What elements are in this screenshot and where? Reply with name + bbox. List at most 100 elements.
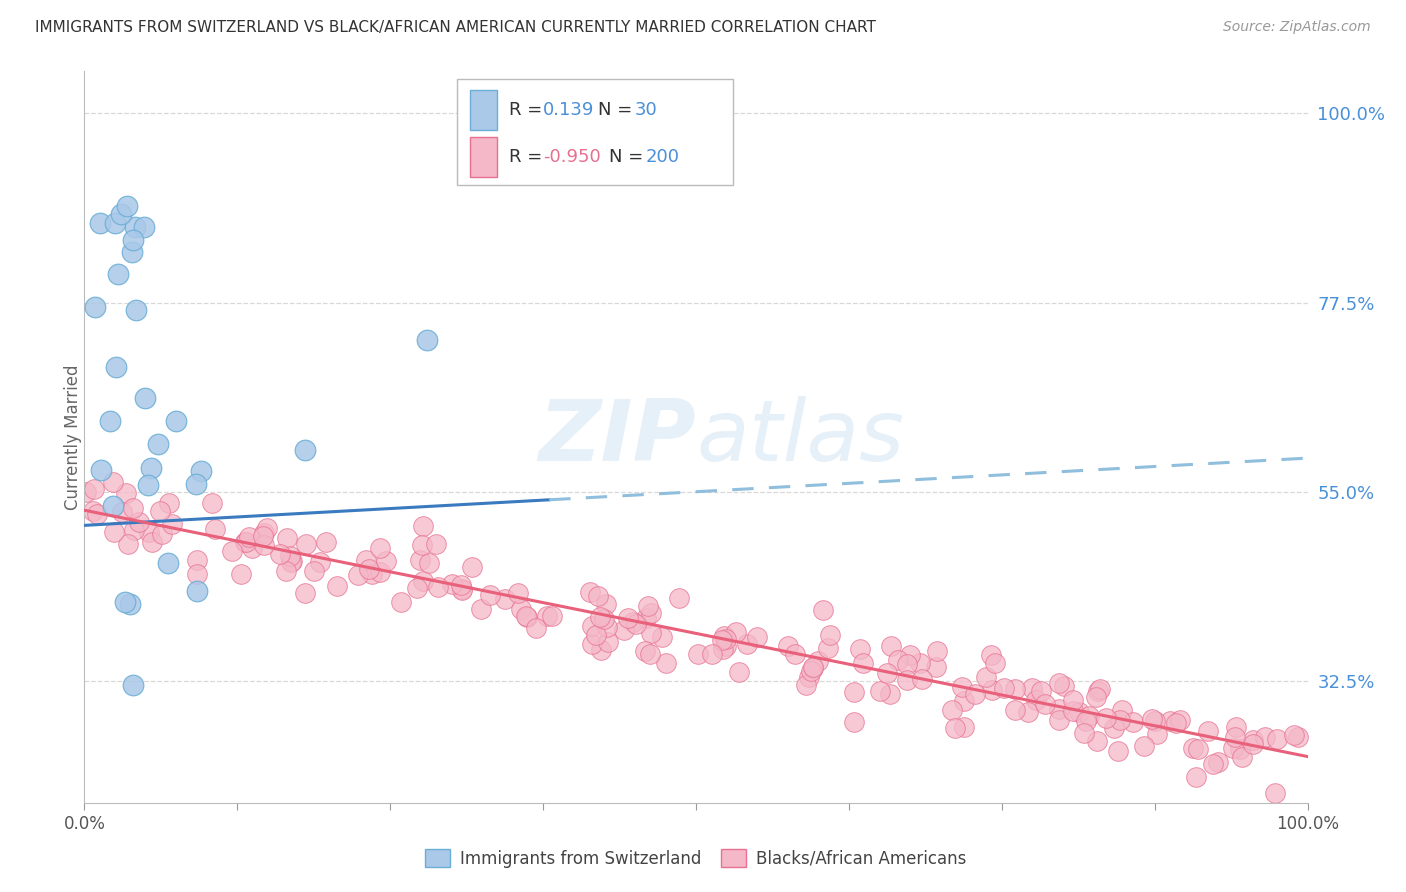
Point [1168, 713, 1191, 727]
Text: ZIP: ZIP [538, 395, 696, 479]
Point [121, 501, 143, 516]
Text: 0.139: 0.139 [543, 101, 595, 119]
Text: atlas: atlas [696, 395, 904, 479]
Point [368, 566, 391, 580]
Point [1021, 681, 1043, 695]
Point [634, 611, 657, 625]
Point [294, 585, 316, 599]
Point [103, 525, 125, 540]
Point [122, 233, 145, 247]
Text: N =: N = [598, 101, 638, 119]
Point [1140, 713, 1163, 727]
Point [125, 302, 148, 317]
Point [409, 553, 432, 567]
Text: 30: 30 [636, 101, 658, 119]
Point [941, 703, 963, 717]
Point [1090, 682, 1112, 697]
Point [688, 647, 710, 661]
Point [184, 476, 207, 491]
Point [1144, 714, 1167, 728]
Point [640, 607, 662, 621]
Point [1254, 730, 1277, 744]
Text: N =: N = [609, 148, 650, 166]
Point [315, 535, 337, 549]
Point [221, 544, 243, 558]
Point [953, 720, 976, 734]
Point [1095, 711, 1118, 725]
Point [849, 642, 872, 657]
Point [727, 665, 749, 680]
Point [980, 682, 1002, 697]
Point [1230, 750, 1253, 764]
Point [149, 504, 172, 518]
Point [98, 414, 121, 428]
Point [621, 615, 644, 629]
Point [186, 552, 208, 566]
Point [1085, 690, 1108, 704]
Text: R =: R = [509, 101, 548, 119]
Point [668, 591, 690, 605]
Point [536, 609, 558, 624]
Point [440, 576, 463, 591]
Point [1047, 713, 1070, 727]
Point [984, 656, 1007, 670]
Point [294, 442, 316, 457]
Point [1288, 731, 1310, 745]
Point [710, 632, 733, 647]
Point [911, 672, 934, 686]
Point [879, 687, 901, 701]
Point [896, 657, 918, 672]
Point [253, 525, 276, 540]
Point [943, 721, 966, 735]
Point [84, 300, 107, 314]
Point [898, 648, 921, 662]
Point [1282, 728, 1305, 742]
Point [1017, 706, 1039, 720]
Point [651, 630, 673, 644]
Point [713, 629, 735, 643]
Point [716, 632, 738, 647]
Point [280, 554, 302, 568]
Point [589, 642, 612, 657]
Point [295, 537, 318, 551]
Point [347, 568, 370, 582]
Point [596, 619, 619, 633]
Point [138, 477, 160, 491]
Point [124, 219, 146, 234]
Point [801, 661, 824, 675]
Point [165, 414, 187, 428]
Point [887, 653, 910, 667]
Point [101, 499, 124, 513]
Point [516, 610, 538, 624]
Point [1074, 714, 1097, 728]
Point [1202, 756, 1225, 771]
Point [269, 547, 291, 561]
Point [361, 567, 384, 582]
Point [1223, 730, 1246, 744]
Point [120, 597, 142, 611]
Point [908, 657, 931, 671]
Point [1085, 734, 1108, 748]
Text: -0.950: -0.950 [543, 148, 600, 166]
Point [852, 656, 875, 670]
Point [637, 599, 659, 613]
Point [451, 582, 474, 597]
Point [370, 541, 392, 556]
Point [122, 523, 145, 537]
Point [114, 485, 136, 500]
Point [256, 521, 278, 535]
Point [427, 580, 450, 594]
Point [122, 678, 145, 692]
Point [252, 529, 274, 543]
Point [596, 634, 619, 648]
Point [1185, 770, 1208, 784]
Point [1025, 693, 1047, 707]
Point [925, 660, 948, 674]
Point [233, 534, 256, 549]
Point [965, 687, 987, 701]
Point [134, 391, 156, 405]
Point [89, 216, 111, 230]
Point [186, 566, 208, 581]
Point [506, 586, 529, 600]
Point [141, 460, 163, 475]
